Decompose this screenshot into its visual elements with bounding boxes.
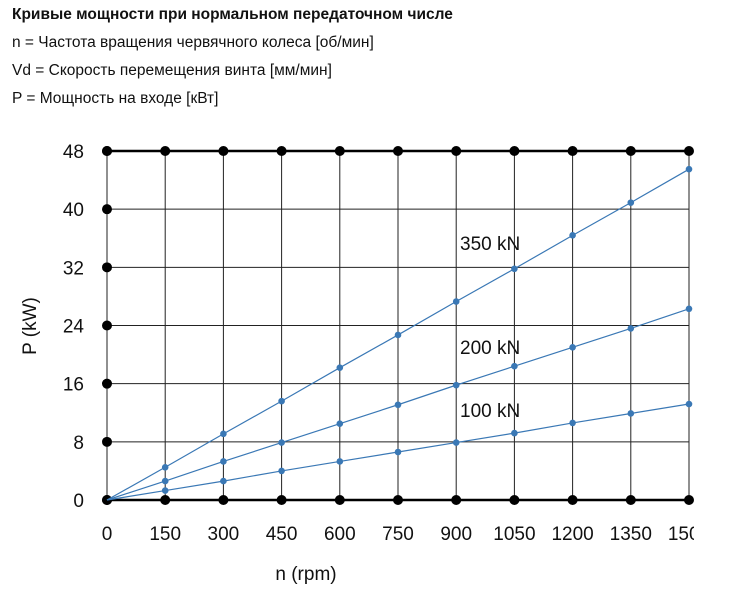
grid-marker-bottom-9 (625, 495, 636, 505)
series-1-point-2 (220, 458, 227, 465)
grid-marker-top-4 (334, 146, 345, 156)
grid-marker-bottom-3 (276, 495, 287, 505)
series-0-point-9 (627, 199, 635, 206)
grid-marker-top-7 (509, 146, 520, 156)
grid-marker-top-5 (393, 146, 403, 156)
y-tick-label-0: 0 (73, 491, 84, 512)
series-label-0: 350 kN (460, 234, 520, 255)
grid-marker-bottom-5 (393, 495, 403, 505)
grid-marker-left-5 (102, 204, 112, 215)
grid-marker-bottom-6 (451, 495, 462, 505)
grid-marker-left-3 (102, 320, 112, 331)
series-2-point-4 (336, 458, 344, 465)
x-axis-label: n (rpm) (275, 564, 336, 585)
grid-marker-left-1 (102, 436, 112, 447)
series-1-point-4 (336, 420, 344, 427)
series-0-point-5 (394, 331, 402, 339)
series-0-point-4 (336, 364, 344, 371)
x-tick-label-8: 1200 (551, 524, 593, 545)
grid-marker-top-10 (684, 146, 694, 156)
series-1-point-8 (569, 344, 576, 351)
legend-line-vd: Vd = Скорость перемещения винта [мм/мин] (12, 62, 332, 79)
y-tick-label-2: 16 (63, 375, 84, 396)
grid-marker-bottom-2 (218, 495, 229, 505)
chart-title: Кривые мощности при нормальном передаточ… (12, 6, 453, 23)
x-tick-label-4: 600 (324, 524, 356, 545)
grid-marker-bottom-1 (160, 495, 171, 505)
y-tick-label-5: 40 (63, 200, 84, 221)
series-1-point-7 (511, 362, 518, 370)
series-0-point-10 (685, 165, 693, 173)
series-0-point-2 (220, 430, 227, 438)
series-2-point-3 (278, 467, 285, 475)
grid-marker-left-4 (102, 262, 112, 273)
x-tick-label-9: 1350 (610, 524, 652, 545)
grid-marker-left-2 (102, 378, 112, 389)
series-0-point-3 (278, 397, 285, 405)
grid-marker-top-8 (567, 146, 578, 156)
y-tick-label-1: 8 (73, 433, 84, 454)
series-1-point-1 (161, 477, 169, 485)
x-tick-label-2: 300 (208, 524, 240, 545)
series-2-point-8 (569, 419, 576, 427)
grid-marker-top-3 (276, 146, 287, 156)
grid-marker-bottom-4 (334, 495, 345, 505)
series-2-point-6 (452, 439, 460, 446)
grid-marker-bottom-10 (684, 495, 694, 505)
x-tick-label-0: 0 (102, 524, 113, 545)
series-1-point-10 (685, 305, 693, 313)
grid-marker-bottom-7 (509, 495, 520, 505)
series-2-point-2 (220, 477, 227, 485)
series-label-2: 100 kN (460, 401, 520, 422)
x-tick-label-6: 900 (440, 524, 472, 545)
x-tick-label-10: 1500 (668, 524, 710, 545)
series-2-point-7 (511, 429, 518, 437)
series-0-point-7 (511, 265, 518, 273)
series-0-point-8 (569, 232, 576, 239)
x-tick-label-1: 150 (149, 524, 181, 545)
chart-header: Кривые мощности при нормальном передаточ… (12, 6, 453, 118)
grid-marker-top-1 (160, 146, 171, 156)
series-label-1: 200 kN (460, 338, 520, 359)
x-tick-label-3: 450 (266, 524, 298, 545)
grid-marker-left-6 (102, 146, 112, 156)
series-1-point-5 (394, 401, 402, 409)
grid-marker-top-6 (451, 146, 462, 156)
series-1-point-6 (452, 381, 460, 389)
grid-marker-bottom-8 (567, 495, 578, 505)
series-2-point-5 (394, 448, 402, 456)
y-tick-label-4: 32 (63, 258, 84, 279)
series-1-point-9 (627, 325, 635, 332)
series-2-point-10 (685, 400, 693, 408)
series-0-point-6 (452, 298, 460, 305)
y-tick-label-6: 48 (63, 142, 84, 163)
legend-line-p: P = Мощность на входе [кВт] (12, 90, 219, 107)
series-2-point-1 (161, 487, 169, 494)
y-axis-label: P (kW) (20, 297, 41, 355)
series-2-point-9 (627, 410, 635, 417)
series-0-point-1 (161, 463, 169, 471)
series-1-point-3 (278, 439, 285, 446)
x-tick-label-7: 1050 (493, 524, 535, 545)
grid-marker-top-9 (625, 146, 636, 156)
grid-marker-top-2 (218, 146, 229, 156)
legend-line-n: n = Частота вращения червячного колеса [… (12, 34, 374, 51)
x-tick-label-5: 750 (382, 524, 414, 545)
y-tick-label-3: 24 (63, 317, 85, 338)
